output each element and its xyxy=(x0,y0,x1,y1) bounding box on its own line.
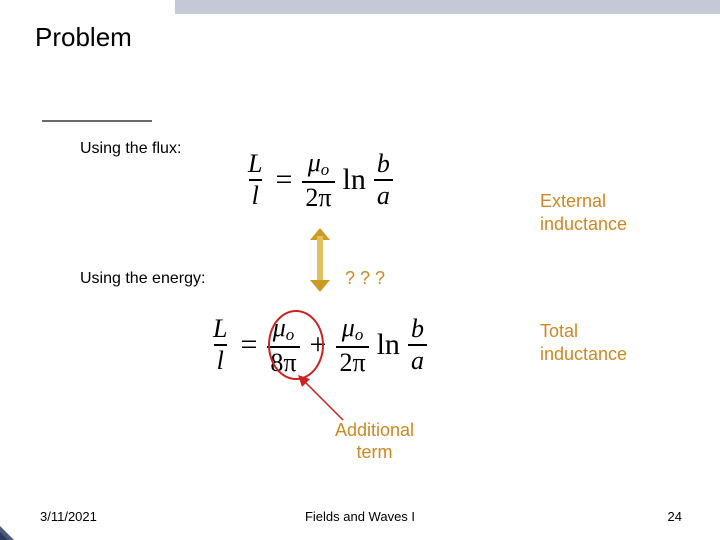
eq1-L: L xyxy=(245,151,265,179)
label-using-flux: Using the flux: xyxy=(80,140,181,158)
eq2-2pi: 2π xyxy=(336,346,368,376)
slide-title: Problem xyxy=(35,22,132,53)
corner-decoration-icon xyxy=(0,526,14,540)
eq2-ln: ln xyxy=(375,328,402,362)
eq2-a: a xyxy=(408,344,427,374)
callout-arrow-icon xyxy=(298,375,348,425)
eq1-l: l xyxy=(249,179,262,209)
header-accent-bar xyxy=(175,0,720,14)
annotation-additional: Additional term xyxy=(335,420,414,463)
eq1-2pi: 2π xyxy=(302,181,334,211)
annotation-question: ? ? ? xyxy=(345,268,385,289)
annotation-external: External inductance xyxy=(540,190,627,235)
eq2-muB-sub: o xyxy=(355,325,363,344)
label-using-energy: Using the energy: xyxy=(80,270,205,288)
eq2-L: L xyxy=(210,316,230,344)
double-arrow-icon xyxy=(310,230,330,290)
eq1-mu-sub: o xyxy=(321,160,329,179)
eq1-ln: ln xyxy=(341,163,368,197)
footer-title: Fields and Waves I xyxy=(0,509,720,524)
eq2-equals: = xyxy=(236,328,261,362)
eq1-equals: = xyxy=(271,163,296,197)
eq2-muB: μ xyxy=(342,313,355,342)
footer-page-number: 24 xyxy=(668,509,682,524)
eq1-b: b xyxy=(374,151,393,179)
divider xyxy=(42,120,152,122)
eq1-a: a xyxy=(374,179,393,209)
eq2-b: b xyxy=(408,316,427,344)
equation-flux: L l = μo 2π ln b a xyxy=(245,150,393,211)
eq2-l: l xyxy=(214,344,227,374)
annotation-total: Total inductance xyxy=(540,320,627,365)
highlight-ellipse xyxy=(268,310,324,380)
eq1-mu: μ xyxy=(308,148,321,177)
